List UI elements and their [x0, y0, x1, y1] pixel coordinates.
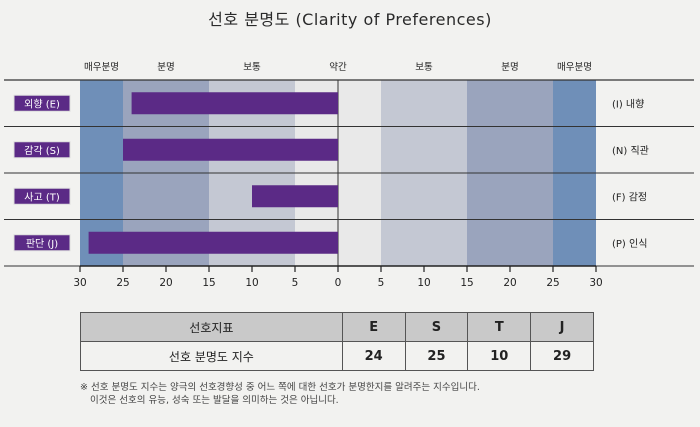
summary-value-e: 24: [341, 341, 406, 371]
zone-label: 매우분명: [84, 62, 119, 73]
zone-label: 약간: [329, 61, 347, 73]
summary-value-j: 29: [530, 341, 594, 371]
row-label-box: [13, 187, 71, 205]
summary-col-t: T: [467, 312, 532, 342]
summary-header-label: 선호지표: [80, 312, 343, 342]
row-left-label: 외향 (E): [24, 98, 60, 110]
zone-labels: 매우분명 분명 보통 약간 보통 분명 매우분명: [84, 61, 592, 73]
row-left-label: 감각 (S): [24, 145, 60, 157]
tick-label: 20: [159, 277, 172, 289]
row-right-label: (P) 인식: [612, 238, 647, 250]
footnote: ※ 선호 분명도 지수는 양극의 선호경향성 중 어느 쪽에 대한 선호가 분명…: [80, 381, 680, 407]
row-label-box: [13, 141, 71, 159]
summary-value-row: 선호 분명도 지수 24 25 10 29: [80, 341, 594, 371]
summary-table: 선호지표 E S T J 선호 분명도 지수 24 25 10 29: [80, 312, 594, 371]
zone-label: 매우분명: [557, 62, 592, 73]
tick-label: 15: [460, 277, 473, 289]
zone-label: 보통: [243, 62, 261, 73]
row-label-box: [13, 94, 71, 112]
summary-header-row: 선호지표 E S T J: [80, 312, 594, 342]
zone-label: 분명: [501, 62, 518, 73]
summary-value-s: 25: [404, 341, 469, 371]
row-right-label: (N) 직관: [612, 145, 649, 157]
summary-row-label: 선호 분명도 지수: [80, 341, 343, 371]
summary-value-t: 10: [467, 341, 532, 371]
tick-label: 10: [245, 277, 258, 289]
bar: [252, 185, 338, 208]
tick-label: 15: [202, 277, 215, 289]
summary-col-e: E: [341, 312, 406, 342]
bar: [88, 231, 338, 254]
row-left-label: 판단 (J): [26, 238, 58, 250]
tick-label: 20: [503, 277, 516, 289]
bars: [88, 92, 338, 254]
tick-label: 25: [116, 277, 129, 289]
row-right-label: (I) 내향: [612, 98, 644, 110]
tick-label: 30: [73, 277, 86, 289]
chart-title: 선호 분명도 (Clarity of Preferences): [208, 10, 492, 29]
tick-label: 0: [335, 277, 342, 289]
row-right-label: (F) 감정: [612, 191, 647, 203]
zone-label: 분명: [157, 62, 174, 73]
tick-label: 5: [292, 277, 299, 289]
tick-label: 30: [589, 277, 602, 289]
bar: [123, 138, 338, 161]
tick-label: 10: [417, 277, 430, 289]
x-axis: 30 25 20 15 10 5 0 5 10 15 20 25 30: [73, 265, 603, 289]
footnote-line-2: 이것은 선호의 유능, 성숙 또는 발달을 의미하는 것은 아닙니다.: [90, 395, 339, 406]
zone-label: 보통: [415, 62, 433, 73]
tick-label: 25: [546, 277, 559, 289]
row-label-box: [13, 234, 71, 252]
bar: [131, 92, 338, 115]
footnote-line-1: ※ 선호 분명도 지수는 양극의 선호경향성 중 어느 쪽에 대한 선호가 분명…: [80, 382, 480, 393]
summary-col-s: S: [404, 312, 469, 342]
row-left-label: 사고 (T): [24, 191, 60, 203]
summary-col-j: J: [530, 312, 594, 342]
tick-label: 5: [378, 277, 385, 289]
